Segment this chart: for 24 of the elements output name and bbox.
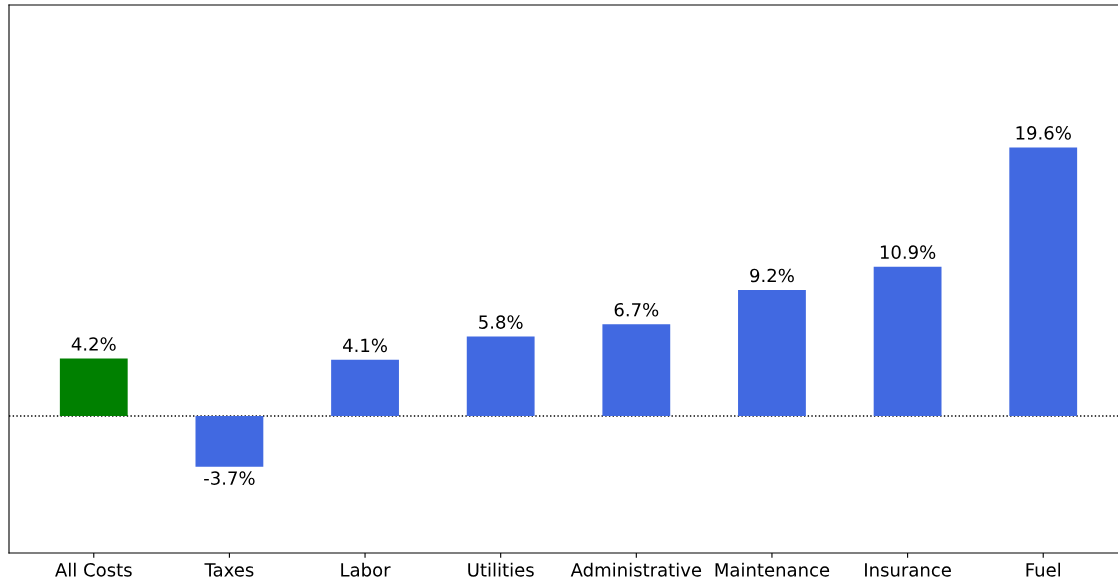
bar: [602, 324, 671, 417]
data-label: 4.1%: [342, 338, 387, 353]
bar: [331, 359, 399, 417]
data-label: -3.7%: [204, 471, 255, 485]
data-label: 9.2%: [750, 268, 794, 283]
x-tick-label: Insurance: [865, 563, 951, 577]
x-tick-label: Labor: [341, 562, 391, 577]
x-tick-label: Maintenance: [715, 562, 830, 577]
x-tick-label: All Costs: [55, 562, 132, 577]
x-tick-label: Taxes: [204, 563, 254, 577]
x-tick-label: Fuel: [1026, 562, 1061, 577]
bar: [59, 358, 128, 417]
bar: [738, 289, 806, 417]
bar: [466, 336, 535, 417]
data-label: 5.8%: [479, 315, 523, 329]
data-label: 4.2%: [71, 337, 116, 351]
bar: [195, 416, 264, 467]
data-label: 19.6%: [1016, 126, 1071, 140]
bar: [1009, 147, 1078, 417]
bar: [873, 266, 942, 417]
x-tick-label: Administrative: [570, 562, 702, 577]
x-tick-label: Utilities: [468, 562, 534, 577]
data-label: 6.7%: [614, 302, 659, 317]
data-label: 10.9%: [880, 245, 936, 259]
